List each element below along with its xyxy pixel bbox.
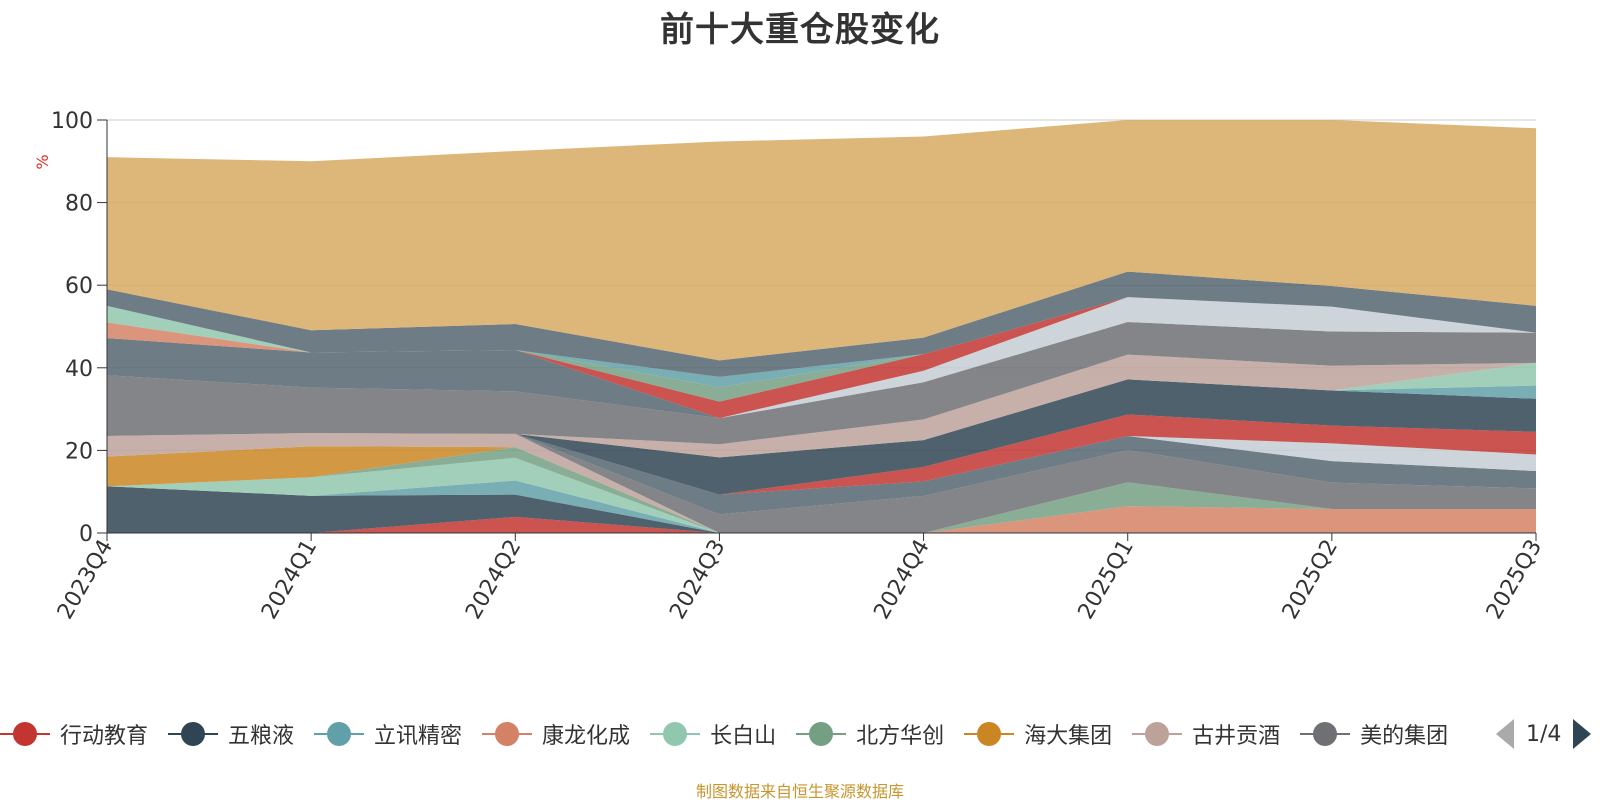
y-axis-label: % bbox=[33, 154, 52, 169]
legend-label: 康龙化成 bbox=[542, 724, 631, 749]
x-tick-label: 2025Q1 bbox=[1074, 536, 1139, 624]
area-伊利股份 bbox=[107, 297, 1536, 419]
area-行动教育 bbox=[107, 516, 1536, 533]
legend-marker-icon bbox=[314, 721, 365, 747]
legend-item[interactable]: 海大集团 bbox=[964, 712, 1112, 756]
legend-label: 古井贡酒 bbox=[1192, 724, 1281, 749]
legend: 行动教育 五粮液 立讯精密 康龙化成 长白山 北方华创 海大集团 古井贡酒 美的集团 1/4 bbox=[0, 712, 1600, 756]
y-tick-label: 60 bbox=[65, 274, 93, 299]
area-美的集团 bbox=[107, 433, 1536, 533]
legend-label: 美的集团 bbox=[1360, 724, 1449, 749]
area-长白山 bbox=[107, 457, 1536, 533]
legend-label: 立讯精密 bbox=[374, 724, 463, 749]
legend-item[interactable]: 行动教育 bbox=[0, 712, 148, 756]
area-康龙化成 bbox=[107, 480, 1536, 533]
legend-item[interactable]: 长白山 bbox=[650, 712, 776, 756]
area-series-group bbox=[107, 120, 1536, 533]
stacked-area-chart: 0 20 40 60 80 100% 2023Q4 2024Q1 2024Q2 2024Q3 202… bbox=[33, 109, 1547, 624]
y-tick-label: 20 bbox=[65, 439, 93, 464]
legend-prev-page-icon[interactable] bbox=[1496, 719, 1514, 749]
legend-item[interactable]: 古井贡酒 bbox=[1132, 712, 1280, 756]
legend-pager: 1/4 bbox=[1496, 712, 1592, 756]
legend-item[interactable]: 立讯精密 bbox=[314, 712, 462, 756]
area-格力电器 bbox=[107, 271, 1536, 377]
x-tick-label: 2024Q1 bbox=[257, 536, 322, 624]
legend-items: 行动教育 五粮液 立讯精密 康龙化成 长白山 北方华创 海大集团 古井贡酒 美的集团 bbox=[0, 712, 1482, 756]
legend-marker-icon bbox=[1300, 721, 1351, 747]
legend-item[interactable]: 美的集团 bbox=[1300, 712, 1448, 756]
x-tick-label: 2025Q2 bbox=[1278, 536, 1343, 624]
area-腾讯控股 bbox=[107, 379, 1536, 495]
x-tick-label: 2023Q4 bbox=[53, 536, 118, 624]
legend-item[interactable]: 康龙化成 bbox=[482, 712, 630, 756]
legend-item[interactable]: 北方华创 bbox=[796, 712, 944, 756]
legend-item[interactable]: 五粮液 bbox=[168, 712, 294, 756]
area-贵州茅台 bbox=[107, 433, 1536, 515]
area-五粮液 bbox=[107, 486, 1536, 533]
x-tick-label: 2025Q3 bbox=[1482, 536, 1547, 624]
area-泸州老窖 bbox=[107, 321, 1536, 445]
chart-title: 前十大重仓股变化 bbox=[660, 10, 940, 50]
data-source-note: 制图数据来自恒生聚源数据库 bbox=[695, 782, 904, 800]
x-tick-label: 2024Q2 bbox=[461, 536, 526, 624]
area-其他 bbox=[107, 120, 1536, 361]
area-海大集团 bbox=[107, 446, 1536, 533]
legend-label: 海大集团 bbox=[1024, 724, 1113, 749]
area-山西汾酒 bbox=[107, 414, 1536, 495]
area-中国平安 bbox=[107, 354, 1536, 458]
legend-marker-icon bbox=[0, 721, 50, 747]
area-立讯精密 bbox=[107, 480, 1536, 533]
x-tick-label: 2024Q3 bbox=[665, 536, 730, 624]
area-招商银行 bbox=[107, 321, 1536, 419]
y-tick-label: 40 bbox=[65, 357, 93, 382]
y-tick-label: 100 bbox=[51, 109, 93, 134]
y-tick-label: 80 bbox=[65, 192, 93, 217]
y-tick-label: 0 bbox=[79, 522, 93, 547]
area-古井贡酒 bbox=[107, 433, 1536, 533]
legend-page-indicator: 1/4 bbox=[1526, 721, 1562, 747]
legend-label: 五粮液 bbox=[228, 724, 295, 749]
legend-label: 行动教育 bbox=[60, 724, 149, 749]
area-东方财富 bbox=[107, 297, 1536, 388]
legend-label: 北方华创 bbox=[856, 724, 945, 749]
legend-marker-icon bbox=[168, 721, 219, 747]
x-tick-label: 2024Q4 bbox=[869, 536, 934, 624]
legend-marker-icon bbox=[650, 721, 701, 747]
legend-marker-icon bbox=[1132, 721, 1183, 747]
legend-marker-icon bbox=[964, 721, 1015, 747]
legend-marker-icon bbox=[796, 721, 847, 747]
legend-next-page-icon[interactable] bbox=[1573, 719, 1592, 749]
legend-marker-icon bbox=[482, 721, 533, 747]
legend-label: 长白山 bbox=[710, 724, 777, 749]
